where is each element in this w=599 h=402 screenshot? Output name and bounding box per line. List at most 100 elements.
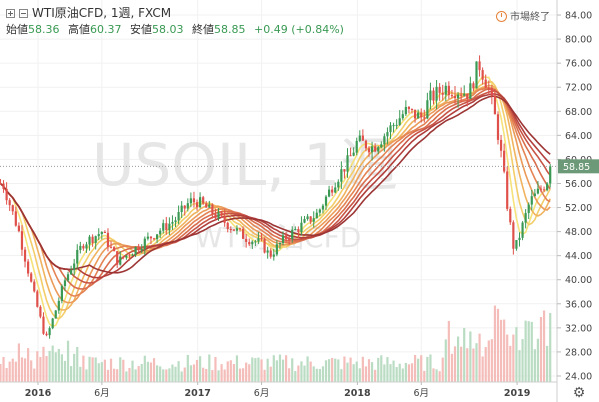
volume-bar bbox=[149, 362, 153, 382]
volume-bar bbox=[30, 360, 33, 382]
volume-bar bbox=[171, 364, 174, 382]
volume-bar bbox=[484, 347, 487, 382]
candle-body bbox=[478, 61, 481, 71]
volume-bar bbox=[398, 363, 401, 382]
candle-body bbox=[143, 238, 146, 250]
candle-body bbox=[506, 171, 509, 209]
candle-body bbox=[266, 250, 269, 253]
candle-body bbox=[297, 228, 300, 233]
candle-body bbox=[309, 216, 312, 222]
volume-bar bbox=[297, 365, 300, 382]
volume-bar bbox=[380, 355, 383, 382]
candle-body bbox=[466, 93, 469, 99]
volume-bar bbox=[377, 357, 380, 382]
candle-body bbox=[358, 135, 361, 141]
volume-bar bbox=[0, 364, 2, 382]
volume-bar bbox=[321, 366, 325, 382]
candle-body bbox=[303, 219, 306, 223]
candle-body bbox=[509, 208, 512, 223]
ma-line bbox=[0, 87, 551, 297]
volume-bar bbox=[208, 354, 211, 382]
volume-bar bbox=[300, 361, 303, 382]
candle-body bbox=[23, 249, 27, 262]
candle-body bbox=[109, 246, 113, 248]
volume-bar bbox=[423, 370, 426, 382]
volume-bar bbox=[122, 359, 125, 382]
candle-body bbox=[383, 136, 386, 145]
volume-bar bbox=[463, 327, 466, 382]
price-tick-label: 48.00 bbox=[565, 227, 592, 238]
collapse-icon[interactable] bbox=[19, 9, 28, 18]
candle-body bbox=[85, 244, 88, 249]
candle-body bbox=[189, 198, 192, 204]
time-tick-label: 2017 bbox=[184, 388, 210, 399]
volume-bar bbox=[281, 359, 285, 382]
last-price-label: 58.85 bbox=[563, 162, 590, 173]
volume-bar bbox=[496, 308, 500, 382]
volume-bar bbox=[214, 357, 217, 382]
candle-body bbox=[241, 228, 245, 239]
volume-bar bbox=[453, 346, 457, 382]
candle-body bbox=[453, 95, 457, 99]
price-tick-label: 32.00 bbox=[565, 323, 592, 334]
candle-body bbox=[327, 189, 331, 197]
volume-bar bbox=[343, 356, 346, 382]
volume-bar bbox=[180, 371, 183, 382]
candle-body bbox=[340, 169, 343, 182]
volume-bar bbox=[51, 345, 54, 382]
volume-bar bbox=[119, 357, 122, 382]
candle-body bbox=[288, 239, 291, 241]
volume-bar bbox=[361, 356, 364, 382]
price-tick-label: 40.00 bbox=[565, 275, 592, 286]
open-value: 58.36 bbox=[28, 23, 60, 36]
candle-body bbox=[484, 79, 487, 88]
candle-body bbox=[413, 109, 417, 119]
candle-body bbox=[168, 223, 171, 231]
volume-bar bbox=[162, 369, 165, 382]
candle-body bbox=[51, 318, 54, 329]
price-tick-label: 84.00 bbox=[565, 11, 592, 22]
candle-body bbox=[481, 70, 484, 80]
candle-body bbox=[417, 112, 420, 119]
candle-body bbox=[447, 85, 450, 96]
candle-body bbox=[214, 213, 217, 219]
volume-bar bbox=[515, 327, 518, 382]
volume-bar bbox=[466, 348, 469, 382]
volume-bar bbox=[159, 366, 162, 382]
volume-bar bbox=[410, 363, 414, 382]
candle-body bbox=[395, 124, 398, 126]
candle-body bbox=[14, 211, 17, 226]
candle-body bbox=[76, 249, 79, 264]
candle-body bbox=[524, 213, 527, 223]
candle-body bbox=[70, 270, 73, 275]
candle-body bbox=[321, 205, 325, 210]
volume-bar bbox=[137, 366, 140, 382]
candle-body bbox=[423, 117, 426, 119]
volume-bar bbox=[103, 359, 106, 382]
candle-body bbox=[374, 146, 377, 152]
volume-bar bbox=[518, 350, 521, 382]
volume-bar bbox=[524, 320, 527, 382]
candlesticks bbox=[0, 55, 552, 339]
volume-bar bbox=[223, 369, 226, 382]
volume-bar bbox=[309, 361, 312, 382]
volume-bar bbox=[76, 347, 79, 382]
gear-icon[interactable]: ⚙ bbox=[572, 385, 586, 401]
price-tick-label: 64.00 bbox=[565, 131, 592, 142]
volume-bar bbox=[177, 361, 180, 382]
volume-bar bbox=[438, 371, 441, 382]
volume-bar bbox=[217, 370, 220, 382]
candle-body bbox=[8, 200, 11, 206]
volume-bar bbox=[152, 358, 156, 382]
volume-bar bbox=[506, 334, 509, 382]
candle-body bbox=[122, 256, 125, 258]
expand-icon[interactable] bbox=[6, 9, 15, 18]
volume-bar bbox=[346, 362, 349, 382]
volume-bar bbox=[211, 370, 214, 382]
candle-body bbox=[0, 183, 2, 185]
candle-body bbox=[100, 231, 103, 235]
low-label: 安値 bbox=[130, 23, 152, 36]
candle-body bbox=[223, 215, 226, 223]
volume-bar bbox=[503, 319, 506, 382]
